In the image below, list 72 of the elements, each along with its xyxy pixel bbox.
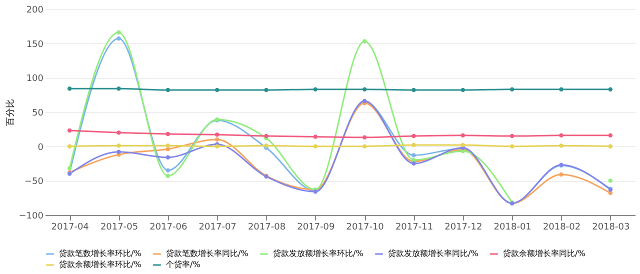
point: [116, 36, 121, 41]
point: [116, 30, 121, 34]
point: [67, 86, 72, 91]
x-tick-label: 2017-09: [297, 222, 335, 232]
point: [313, 144, 318, 148]
x-tick-label: 2017-12: [444, 222, 482, 232]
y-axis-title: 百分比: [4, 99, 16, 126]
point: [559, 133, 564, 138]
y-tick-label: −100: [18, 212, 44, 222]
point: [166, 144, 170, 148]
point: [67, 144, 72, 148]
point: [313, 134, 318, 139]
point: [264, 88, 268, 92]
point: [608, 144, 613, 148]
point: [116, 150, 121, 154]
point: [510, 87, 514, 92]
point: [510, 144, 514, 148]
point: [608, 87, 613, 92]
point: [67, 128, 72, 133]
point: [559, 87, 564, 92]
point: [116, 86, 121, 91]
x-tick-label: 2017-05: [100, 222, 138, 232]
legend-label: 贷款余额增长率环比/%: [59, 260, 142, 269]
point: [559, 172, 564, 177]
x-tick-label: 2017-04: [51, 222, 90, 232]
point: [412, 134, 416, 138]
x-tick-label: 2017-06: [150, 222, 188, 232]
x-tick-label: 2017-11: [395, 222, 434, 232]
point: [608, 133, 613, 138]
x-tick-label: 2018-03: [592, 222, 630, 232]
legend-label: 个贷率/%: [166, 260, 201, 269]
point: [362, 39, 367, 44]
point: [116, 144, 121, 148]
x-tick-label: 2017-08: [248, 222, 286, 232]
point: [362, 135, 367, 140]
point: [166, 168, 170, 172]
x-tick-label: 2017-07: [198, 222, 236, 232]
point: [460, 133, 466, 138]
y-tick-label: 150: [26, 40, 44, 50]
y-tick-label: −50: [24, 177, 44, 188]
point: [166, 88, 170, 92]
point: [166, 155, 170, 160]
point: [460, 142, 466, 148]
legend-label: 贷款笔数增长率同比/%: [166, 249, 249, 258]
point: [608, 178, 613, 183]
legend-label: 贷款发放额增长率同比/%: [388, 249, 479, 258]
legend-label: 贷款笔数增长率环比/%: [59, 249, 142, 258]
legend-label: 贷款余额增长率同比/%: [503, 249, 586, 258]
point: [412, 88, 416, 92]
point: [166, 174, 170, 178]
point: [214, 88, 220, 92]
point: [214, 137, 220, 142]
point: [510, 134, 514, 138]
y-tick-label: 0: [38, 142, 44, 153]
y-tick-label: 200: [26, 6, 44, 16]
x-tick-label: 2018-01: [494, 222, 532, 232]
point: [214, 132, 220, 137]
point: [412, 153, 416, 158]
point: [67, 166, 72, 170]
legend-label: 贷款发放额增长率环比/%: [273, 249, 364, 258]
point: [166, 132, 170, 136]
point: [362, 87, 367, 92]
point: [460, 88, 466, 92]
y-tick-label: 50: [32, 108, 44, 118]
x-tick-label: 2018-02: [542, 222, 581, 232]
point: [412, 142, 416, 148]
point: [313, 87, 318, 92]
x-tick-label: 2017-10: [346, 222, 384, 232]
y-tick-label: 100: [26, 74, 44, 84]
point: [559, 144, 564, 148]
point: [116, 130, 121, 135]
point: [362, 144, 367, 148]
